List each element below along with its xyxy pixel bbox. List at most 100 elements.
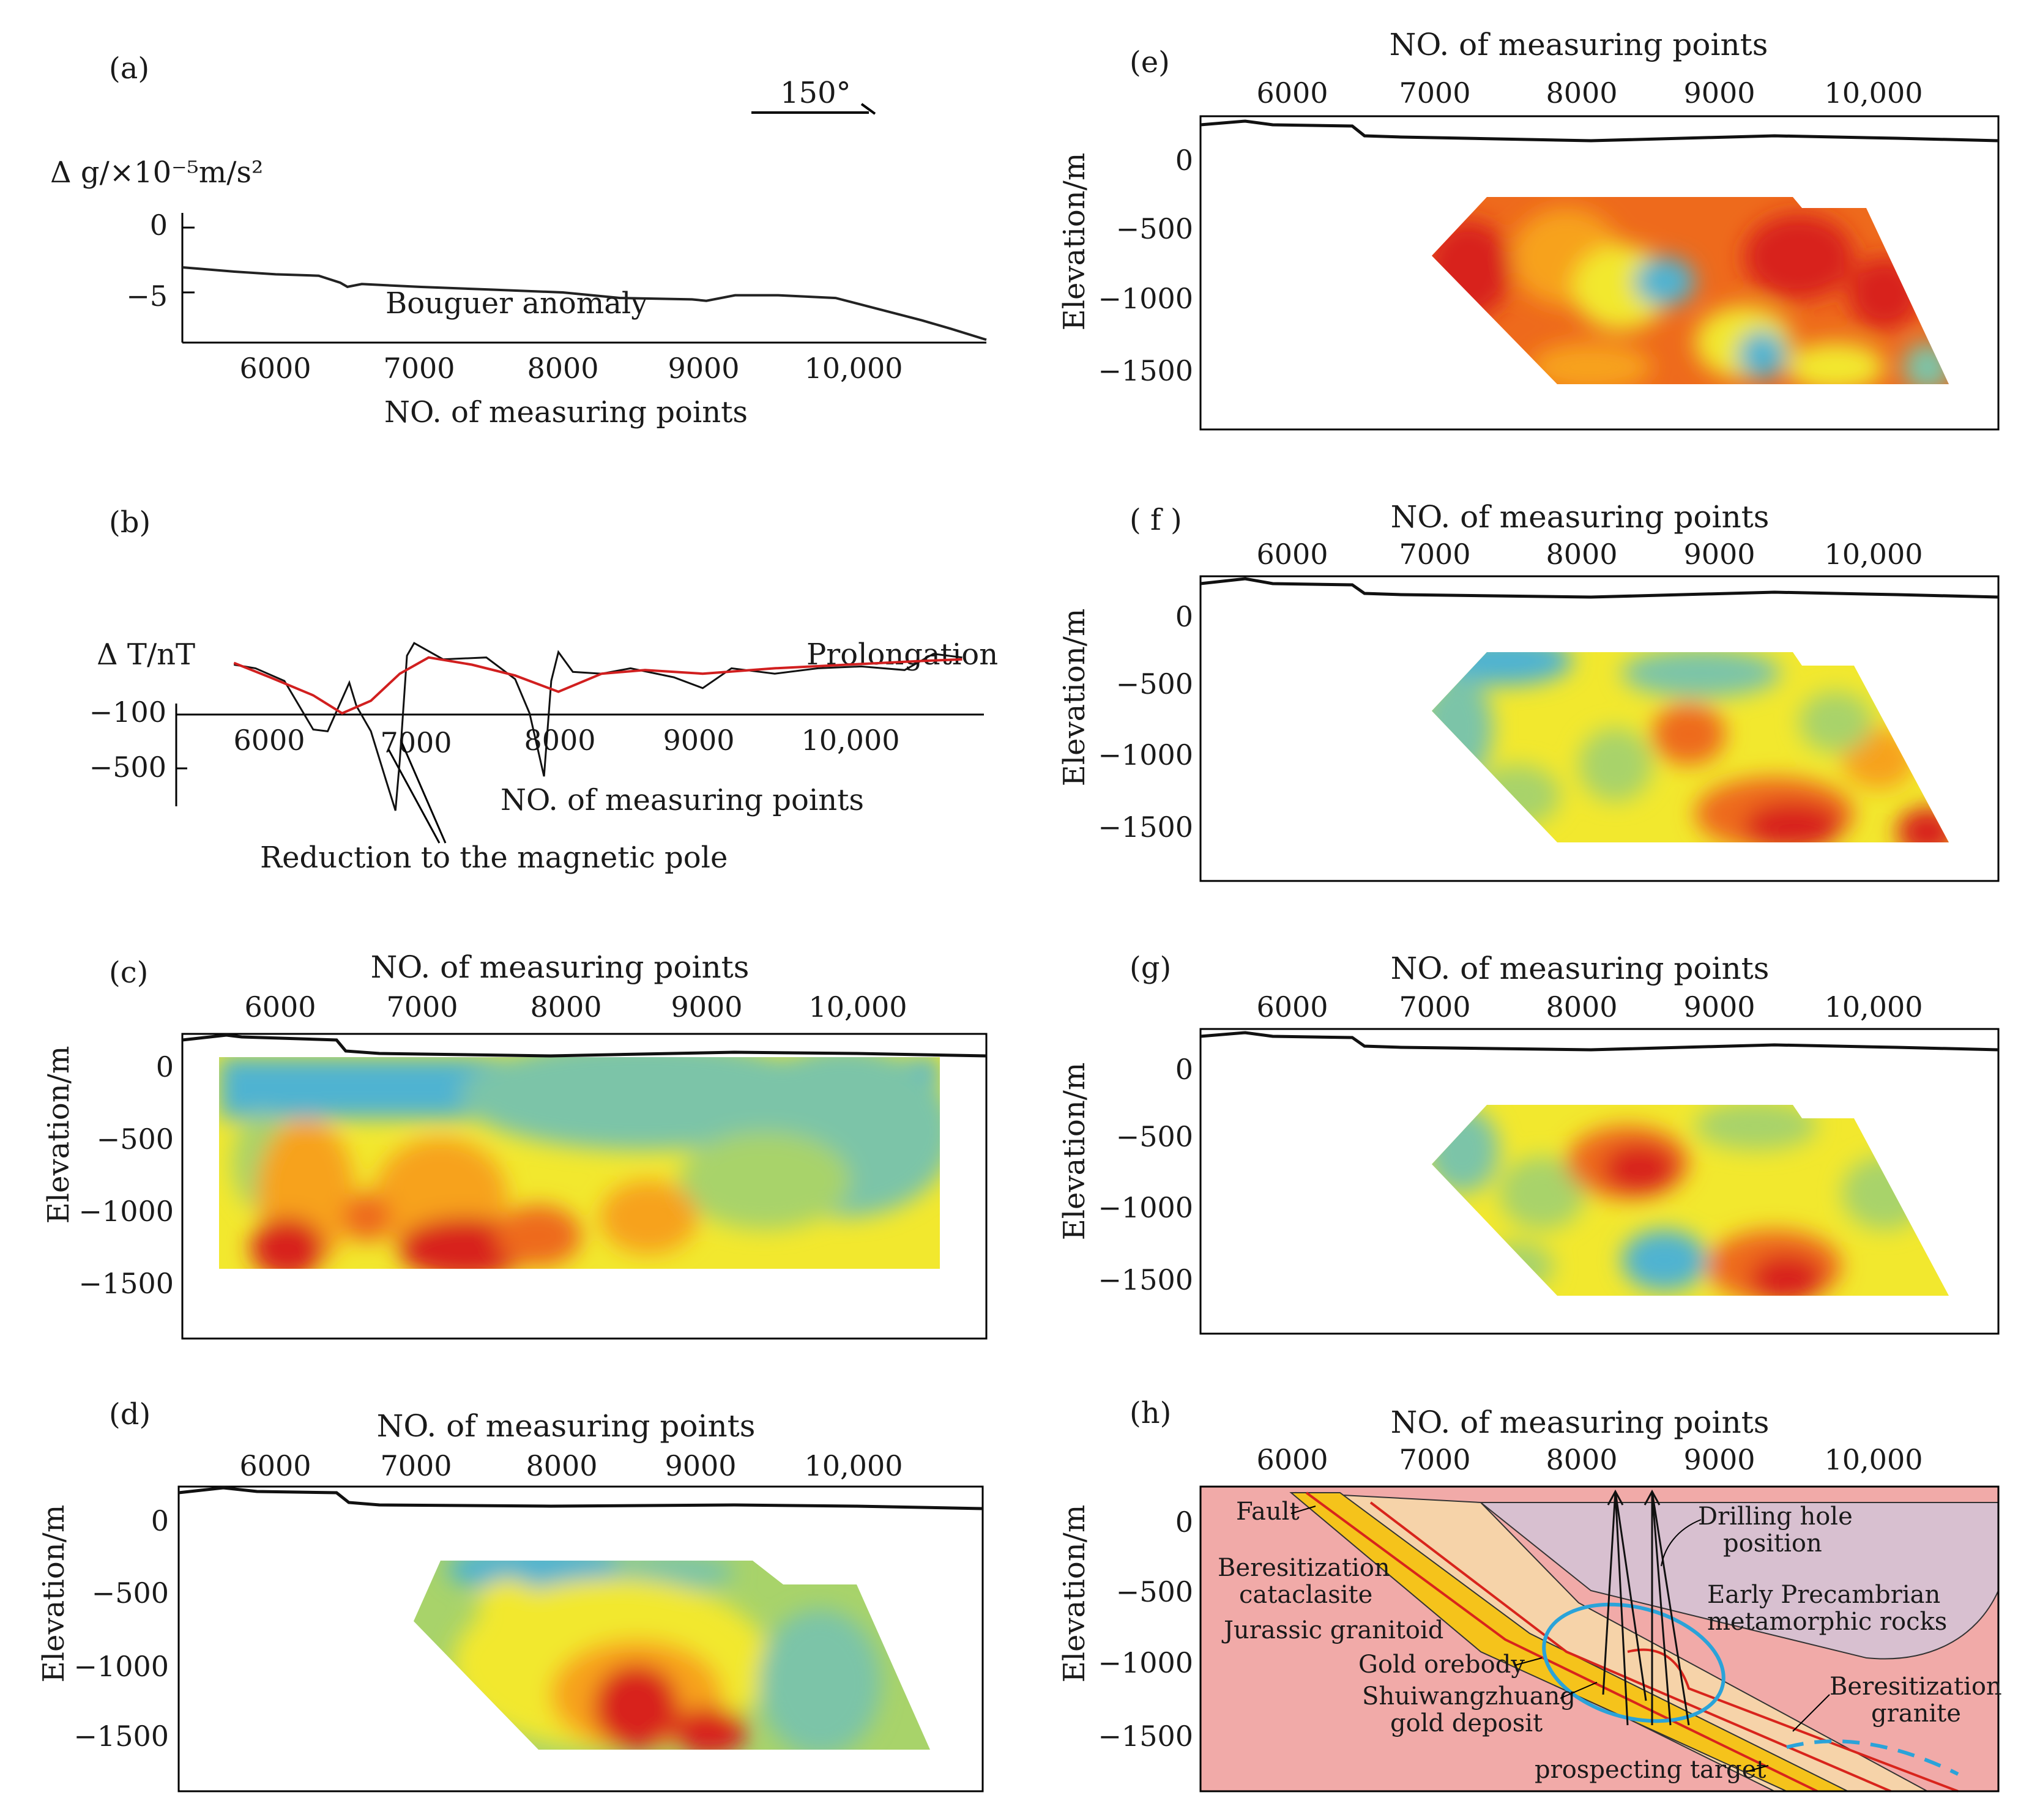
panel-d-ytick-0: 0 <box>151 1504 169 1537</box>
panel-a-ytick-0: 0 <box>150 209 168 242</box>
orientation-arrow <box>860 103 876 115</box>
panel-c-title: NO. of measuring points <box>371 949 750 985</box>
panel-c-xtick-0: 6000 <box>244 990 316 1023</box>
panel-f-xtick-3: 9000 <box>1683 538 1755 571</box>
panel-d-xtick-3: 9000 <box>665 1449 736 1482</box>
panel-d: (d) NO. of measuring points 6000 7000 80… <box>37 1397 984 1792</box>
beresitization-granite-label-1: Beresitization <box>1830 1673 2002 1701</box>
panel-g-topography <box>1200 1031 1999 1052</box>
panel-e-xtick-0: 6000 <box>1256 76 1328 110</box>
panel-g-ylabel: Elevation/m <box>1057 1063 1092 1241</box>
panel-d-xtick-4: 10,000 <box>805 1449 903 1482</box>
panel-e-ylabel: Elevation/m <box>1057 153 1092 331</box>
panel-f-xtick-2: 8000 <box>1546 538 1617 571</box>
panel-f-heatmap <box>1432 652 1949 842</box>
panel-b-xtick-2: 8000 <box>524 724 595 757</box>
panel-g-frame <box>1199 1028 2000 1335</box>
panel-d-label: (d) <box>109 1397 151 1432</box>
panel-e-xtick-2: 8000 <box>1546 76 1617 110</box>
panel-c-ytick-2: −1000 <box>78 1195 174 1228</box>
panel-e-xtick-3: 9000 <box>1683 76 1755 110</box>
panel-g-xtick-1: 7000 <box>1399 990 1470 1023</box>
panel-e-ytick-3: −1500 <box>1098 354 1193 387</box>
panel-e-ytick-1: −500 <box>1116 212 1193 245</box>
panel-f-frame <box>1199 575 2000 882</box>
panel-g: (g) NO. of measuring points 6000 7000 80… <box>1057 951 2000 1335</box>
panel-f-ytick-1: −500 <box>1116 667 1193 700</box>
panel-e-xtick-1: 7000 <box>1399 76 1470 110</box>
orientation-label: 150° <box>780 76 851 110</box>
precambrian-label-1: Early Precambrian <box>1707 1581 1940 1609</box>
prospecting-target-outline <box>1786 1739 1959 1776</box>
panel-b-ylabel: Δ T/nT <box>97 637 195 672</box>
panel-f-label: ( f ) <box>1130 503 1182 537</box>
panel-f-topography <box>1200 577 1999 599</box>
panel-a: (a) 150° Δ g/×10⁻⁵m/s² 0 −5 6000 7000 80… <box>50 51 987 429</box>
panel-c-xtick-1: 7000 <box>386 990 458 1023</box>
panel-e-xtick-4: 10,000 <box>1825 76 1923 110</box>
cataclasite-label-1: Beresitization <box>1218 1554 1390 1582</box>
jurassic-label: Jurassic granitoid <box>1221 1616 1443 1644</box>
panel-f-xtick-0: 6000 <box>1256 538 1328 571</box>
panel-h-ytick-3: −1500 <box>1098 1720 1193 1753</box>
panel-b-xtick-0: 6000 <box>233 724 305 757</box>
panel-h-ytick-2: −1000 <box>1098 1646 1193 1679</box>
panel-b-label: (b) <box>109 505 151 540</box>
deposit-label-2: gold deposit <box>1390 1709 1543 1737</box>
panel-d-xtick-0: 6000 <box>239 1449 311 1482</box>
panel-d-ylabel: Elevation/m <box>37 1505 71 1683</box>
drilling-holes <box>1602 1489 1690 1726</box>
panel-a-xtick-1: 7000 <box>383 352 455 385</box>
cataclasite-label-2: cataclasite <box>1239 1581 1372 1609</box>
panel-g-xtick-4: 10,000 <box>1825 990 1923 1023</box>
panel-d-xtick-2: 8000 <box>526 1449 597 1482</box>
panel-f-ytick-0: 0 <box>1175 600 1193 633</box>
panel-g-ytick-3: −1500 <box>1098 1263 1193 1296</box>
panel-a-label: (a) <box>109 51 149 86</box>
panel-a-xlabel: NO. of measuring points <box>384 395 748 429</box>
panel-f-ylabel: Elevation/m <box>1057 609 1092 787</box>
panel-g-ytick-2: −1000 <box>1098 1191 1193 1224</box>
panel-g-heatmap <box>1432 1105 1949 1296</box>
precambrian-zone <box>1479 1502 1999 1660</box>
panel-a-xtick-3: 9000 <box>668 352 739 385</box>
panel-d-heatmap <box>414 1561 930 1750</box>
panel-b-xtick-3: 9000 <box>663 724 734 757</box>
panel-e-title: NO. of measuring points <box>1390 27 1768 62</box>
panel-d-topography <box>178 1486 983 1510</box>
panel-g-xtick-0: 6000 <box>1256 990 1328 1023</box>
panel-f-xtick-4: 10,000 <box>1825 538 1923 571</box>
panel-a-xtick-4: 10,000 <box>805 352 903 385</box>
gold-deposit-ellipse <box>1542 1602 1726 1723</box>
panel-g-label: (g) <box>1130 951 1171 985</box>
rtp-leader-1 <box>400 740 447 844</box>
panel-h-label: (h) <box>1130 1396 1171 1430</box>
panel-c-ytick-1: −500 <box>97 1123 174 1156</box>
panel-c-ylabel: Elevation/m <box>42 1046 76 1224</box>
panel-g-xtick-3: 9000 <box>1683 990 1755 1023</box>
panel-e-topography <box>1200 119 1999 143</box>
panel-d-frame <box>177 1485 984 1792</box>
panel-a-ylabel: Δ g/×10⁻⁵m/s² <box>50 155 263 190</box>
panel-c-label: (c) <box>109 956 148 990</box>
panel-h-xtick-2: 8000 <box>1546 1443 1617 1476</box>
panel-f-ytick-3: −1500 <box>1098 811 1193 844</box>
panel-e-label: (e) <box>1130 45 1170 80</box>
panel-g-xtick-2: 8000 <box>1546 990 1617 1023</box>
panel-g-ytick-1: −500 <box>1116 1120 1193 1153</box>
panel-d-ytick-3: −1500 <box>73 1720 169 1753</box>
fault-label: Fault <box>1236 1498 1300 1526</box>
panel-c-heatmap <box>219 1057 940 1269</box>
panel-d-xtick-1: 7000 <box>380 1449 452 1482</box>
drilling-label-2: position <box>1723 1529 1822 1558</box>
prospecting-target-label: prospecting target <box>1535 1756 1766 1784</box>
precambrian-label-2: metamorphic rocks <box>1707 1608 1947 1636</box>
panel-h-xtick-4: 10,000 <box>1825 1443 1923 1476</box>
drilling-label-1: Drilling hole <box>1698 1502 1853 1531</box>
prolongation-line <box>233 656 962 715</box>
panel-c-ytick-3: −1500 <box>78 1267 174 1300</box>
panel-f-title: NO. of measuring points <box>1391 499 1770 535</box>
panel-b: (b) Δ T/nT Prolongation −100 −500 6000 7… <box>89 505 998 875</box>
bouguer-anomaly-line <box>182 266 987 341</box>
panel-d-title: NO. of measuring points <box>377 1408 756 1444</box>
